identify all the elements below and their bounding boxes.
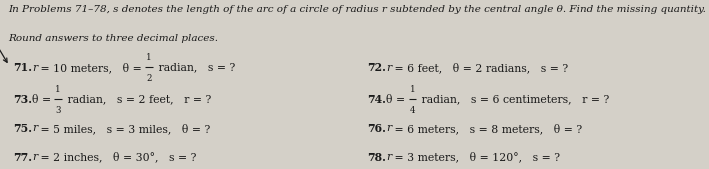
Text: = 6 meters,   s = 8 meters,   θ = ?: = 6 meters, s = 8 meters, θ = ?	[391, 123, 583, 134]
Text: In Problems 71–78, s denotes the length of the arc of a circle of radius r subte: In Problems 71–78, s denotes the length …	[9, 5, 706, 14]
Text: = 10 meters,   θ =: = 10 meters, θ =	[37, 62, 145, 73]
Text: r: r	[32, 152, 37, 162]
Text: radian,   s = ?: radian, s = ?	[155, 63, 235, 73]
Text: = 2 inches,   θ = 30°,   s = ?: = 2 inches, θ = 30°, s = ?	[37, 152, 196, 163]
Text: = 3 meters,   θ = 120°,   s = ?: = 3 meters, θ = 120°, s = ?	[391, 152, 560, 163]
Text: Round answers to three decimal places.: Round answers to three decimal places.	[9, 34, 218, 43]
Text: θ =: θ =	[32, 95, 55, 105]
Text: 78.: 78.	[367, 152, 386, 163]
Text: 73.: 73.	[13, 94, 32, 105]
Text: 75.: 75.	[13, 123, 32, 134]
Text: 77.: 77.	[13, 152, 32, 163]
Text: radian,   s = 2 feet,   r = ?: radian, s = 2 feet, r = ?	[64, 95, 211, 105]
Text: = 5 miles,   s = 3 miles,   θ = ?: = 5 miles, s = 3 miles, θ = ?	[37, 123, 211, 134]
Text: r: r	[386, 123, 391, 134]
Text: 3: 3	[55, 106, 61, 115]
Text: θ =: θ =	[386, 95, 409, 105]
Text: 76.: 76.	[367, 123, 386, 134]
Text: = 6 feet,   θ = 2 radians,   s = ?: = 6 feet, θ = 2 radians, s = ?	[391, 62, 569, 73]
Text: 4: 4	[410, 106, 415, 115]
Text: 72.: 72.	[367, 62, 386, 73]
Text: r: r	[32, 123, 37, 134]
Text: radian,   s = 6 centimeters,   r = ?: radian, s = 6 centimeters, r = ?	[418, 95, 610, 105]
Text: r: r	[386, 63, 391, 73]
Text: r: r	[32, 63, 37, 73]
Text: 74.: 74.	[367, 94, 386, 105]
Text: 1: 1	[146, 53, 152, 62]
Text: 1: 1	[55, 85, 61, 94]
Text: r: r	[386, 152, 391, 162]
Text: 1: 1	[410, 85, 415, 94]
Text: 2: 2	[146, 74, 152, 83]
Text: 71.: 71.	[13, 62, 32, 73]
